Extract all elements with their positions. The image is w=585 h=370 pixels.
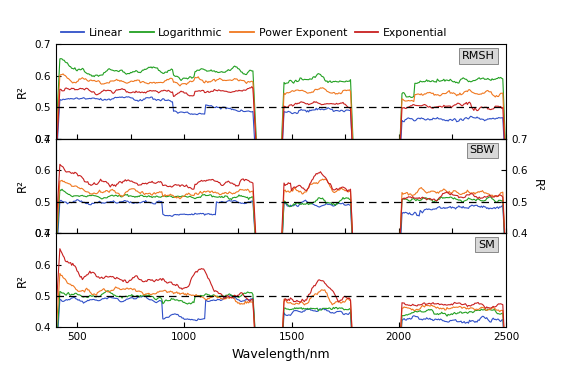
Text: RMSH: RMSH xyxy=(462,51,495,61)
Y-axis label: R²: R² xyxy=(16,85,29,98)
Text: SM: SM xyxy=(478,240,495,250)
Text: SBW: SBW xyxy=(469,145,495,155)
Y-axis label: R²: R² xyxy=(531,179,544,192)
Legend: Linear, Logarithmic, Power Exponent, Exponential: Linear, Logarithmic, Power Exponent, Exp… xyxy=(56,24,452,43)
X-axis label: Wavelength/nm: Wavelength/nm xyxy=(232,348,330,361)
Y-axis label: R²: R² xyxy=(16,274,29,287)
Y-axis label: R²: R² xyxy=(16,179,29,192)
